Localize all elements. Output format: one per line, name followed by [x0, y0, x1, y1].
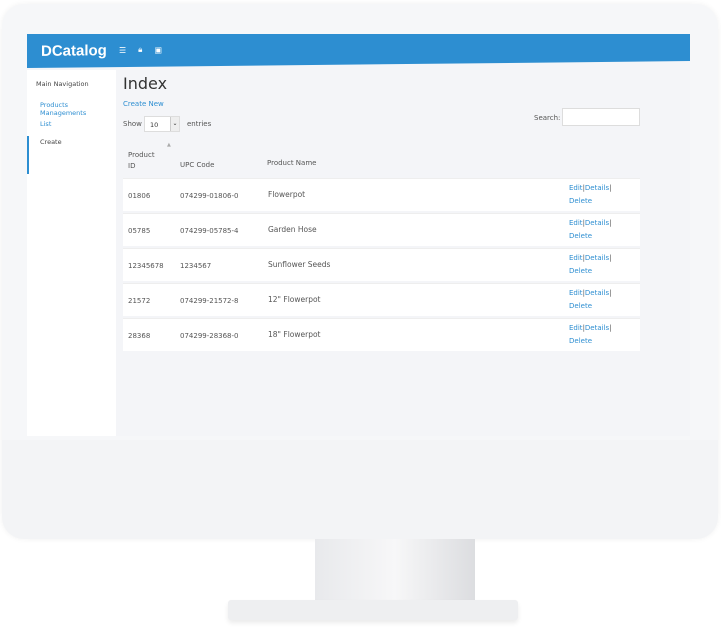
- separator: |: [609, 254, 612, 262]
- sidebar-heading: Main Navigation: [36, 80, 89, 88]
- cell-product-name: Garden Hose: [268, 225, 317, 234]
- cell-product-id: 12345678: [128, 262, 164, 270]
- edit-link[interactable]: Edit: [569, 219, 583, 227]
- search-input[interactable]: [562, 108, 640, 126]
- search-label: Search:: [534, 114, 561, 122]
- header-upc-code[interactable]: UPC Code: [180, 161, 215, 169]
- sidebar-item-products-managements[interactable]: Products Managements: [40, 101, 87, 117]
- header-product-name[interactable]: Product Name: [267, 159, 317, 167]
- edit-link[interactable]: Edit: [569, 289, 583, 297]
- cell-product-id: 28368: [128, 332, 151, 340]
- separator: |: [582, 324, 585, 332]
- sidebar: Main Navigation Products Managements Lis…: [27, 70, 116, 436]
- delete-link[interactable]: Delete: [569, 267, 592, 275]
- table-row: 05785 074299-05785-4 Garden Hose Edit|De…: [123, 213, 640, 246]
- separator: |: [609, 289, 612, 297]
- entries-label: entries: [187, 120, 212, 128]
- page-title: Index: [123, 74, 168, 93]
- delete-link[interactable]: Delete: [569, 337, 592, 345]
- main-content: Index Create New Show 10 ⌄ entries Search…: [116, 70, 690, 436]
- details-link[interactable]: Details: [584, 184, 610, 192]
- separator: |: [582, 219, 585, 227]
- cell-product-name: 12" Flowerpot: [268, 295, 321, 304]
- cell-product-name: Sunflower Seeds: [268, 260, 331, 269]
- separator: |: [582, 254, 585, 262]
- lock-icon[interactable]: 🔒︎: [138, 44, 143, 54]
- cell-upc-code: 074299-28368-0: [180, 332, 239, 340]
- logo[interactable]: DCatalog: [41, 41, 107, 60]
- edit-icon[interactable]: ▣: [154, 45, 162, 55]
- cell-product-name: 18" Flowerpot: [268, 330, 321, 339]
- entries-select[interactable]: 10 ⌄: [144, 116, 180, 132]
- monitor-base: [228, 600, 518, 620]
- monitor-chin: [2, 440, 718, 539]
- cell-product-id: 01806: [128, 192, 151, 200]
- edit-link[interactable]: Edit: [569, 324, 583, 332]
- active-indicator: [27, 136, 29, 174]
- show-label: Show: [123, 120, 142, 128]
- cell-product-name: Flowerpot: [268, 190, 306, 199]
- sidebar-item-list[interactable]: List: [40, 120, 52, 128]
- cell-upc-code: 074299-21572-8: [180, 297, 239, 305]
- delete-link[interactable]: Delete: [569, 197, 592, 205]
- header-product-id[interactable]: Product ID: [128, 151, 155, 170]
- cell-upc-code: 1234567: [180, 262, 212, 270]
- create-new-link[interactable]: Create New: [123, 100, 164, 108]
- separator: |: [609, 324, 612, 332]
- cell-product-id: 05785: [128, 227, 151, 235]
- cell-upc-code: 074299-05785-4: [180, 227, 239, 235]
- separator: |: [609, 184, 612, 192]
- menu-icon[interactable]: ☰: [119, 45, 127, 55]
- screen: DCatalog ☰ 🔒︎ ▣ Main Navigation Products…: [27, 34, 690, 436]
- details-link[interactable]: Details: [584, 324, 610, 332]
- cell-product-id: 21572: [128, 297, 151, 305]
- sort-asc-icon[interactable]: ▲: [167, 142, 171, 148]
- delete-link[interactable]: Delete: [569, 232, 592, 240]
- separator: |: [582, 184, 585, 192]
- table-row: 21572 074299-21572-8 12" Flowerpot Edit|…: [123, 283, 640, 316]
- edit-link[interactable]: Edit: [569, 254, 583, 262]
- delete-link[interactable]: Delete: [569, 302, 592, 310]
- cell-upc-code: 074299-01806-0: [180, 192, 239, 200]
- details-link[interactable]: Details: [584, 254, 610, 262]
- table-row: 01806 074299-01806-0 Flowerpot Edit|Deta…: [123, 178, 640, 211]
- sidebar-item-create[interactable]: Create: [40, 138, 62, 146]
- separator: |: [609, 219, 612, 227]
- edit-link[interactable]: Edit: [569, 184, 583, 192]
- table-row: 12345678 1234567 Sunflower Seeds Edit|De…: [123, 248, 640, 281]
- details-link[interactable]: Details: [584, 289, 610, 297]
- separator: |: [582, 289, 585, 297]
- details-link[interactable]: Details: [584, 219, 610, 227]
- chevron-down-icon: ⌄: [170, 117, 179, 131]
- top-navbar: DCatalog ☰ 🔒︎ ▣: [27, 34, 690, 68]
- entries-value: 10: [150, 121, 159, 129]
- monitor-stand: [315, 539, 475, 609]
- table-row: 28368 074299-28368-0 18" Flowerpot Edit|…: [123, 318, 640, 351]
